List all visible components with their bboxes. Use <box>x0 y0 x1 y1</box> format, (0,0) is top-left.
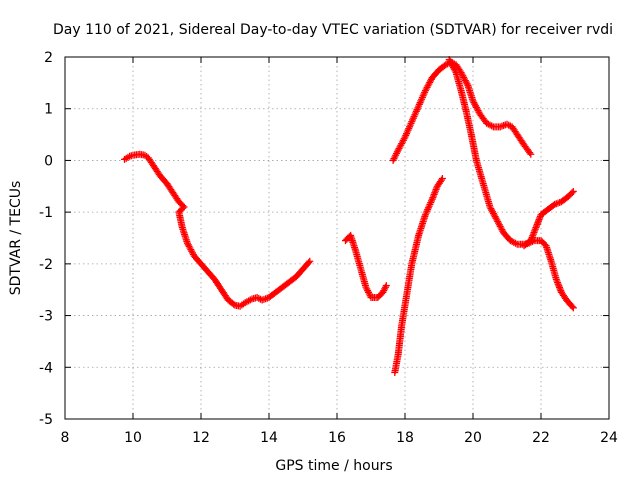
y-tick-label: -4 <box>39 360 53 376</box>
y-tick-label: -5 <box>39 412 53 428</box>
data-point <box>400 135 408 143</box>
data-point <box>381 283 389 291</box>
series-arc-2 <box>342 231 390 301</box>
x-axis-label: GPS time / hours <box>275 458 392 474</box>
chart-title: Day 110 of 2021, Sidereal Day-to-day VTE… <box>53 22 613 38</box>
data-point <box>437 176 445 184</box>
series-arc-1 <box>121 150 314 310</box>
x-tick-labels: 8 10 12 14 16 18 20 22 24 <box>61 430 618 446</box>
data-point <box>463 80 471 88</box>
data-point <box>568 303 576 311</box>
x-tick-label: 14 <box>260 430 278 446</box>
x-tick-label: 16 <box>328 430 346 446</box>
data-point <box>568 189 576 197</box>
data-point <box>438 175 446 183</box>
series-arc-5 <box>445 56 577 312</box>
x-tick-label: 18 <box>396 430 414 446</box>
x-tick-label: 8 <box>61 430 70 446</box>
y-tick-label: -2 <box>39 257 53 273</box>
data-point <box>255 294 263 302</box>
data-point <box>451 67 459 75</box>
y-tick-label: 0 <box>44 153 53 169</box>
data-point <box>526 149 534 157</box>
x-tick-label: 10 <box>124 430 142 446</box>
y-tick-label: -3 <box>39 309 53 325</box>
data-point <box>569 187 577 195</box>
y-tick-label: 1 <box>44 102 53 118</box>
y-tick-label: -1 <box>39 205 53 221</box>
data-point <box>505 121 513 129</box>
y-tick-labels: -5 -4 -3 -2 -1 0 1 2 <box>39 50 53 428</box>
data-point <box>305 259 313 267</box>
x-tick-label: 12 <box>192 430 210 446</box>
data-point <box>230 300 238 308</box>
data-series <box>121 56 577 376</box>
x-tick-label: 20 <box>464 430 482 446</box>
data-point <box>527 150 535 158</box>
y-axis-label: SDTVAR / TECUs <box>8 181 24 296</box>
data-point <box>549 201 557 209</box>
plot-frame <box>64 56 610 420</box>
series-arc-6 <box>520 187 577 250</box>
series-arc-4 <box>389 58 535 164</box>
y-tick-label: 2 <box>44 50 53 66</box>
x-tick-label: 24 <box>600 430 618 446</box>
data-point <box>569 304 577 312</box>
data-point <box>306 257 314 265</box>
data-point <box>382 282 390 290</box>
grid-lines <box>65 57 609 419</box>
series-arc-3 <box>391 175 446 376</box>
x-tick-label: 22 <box>532 430 550 446</box>
